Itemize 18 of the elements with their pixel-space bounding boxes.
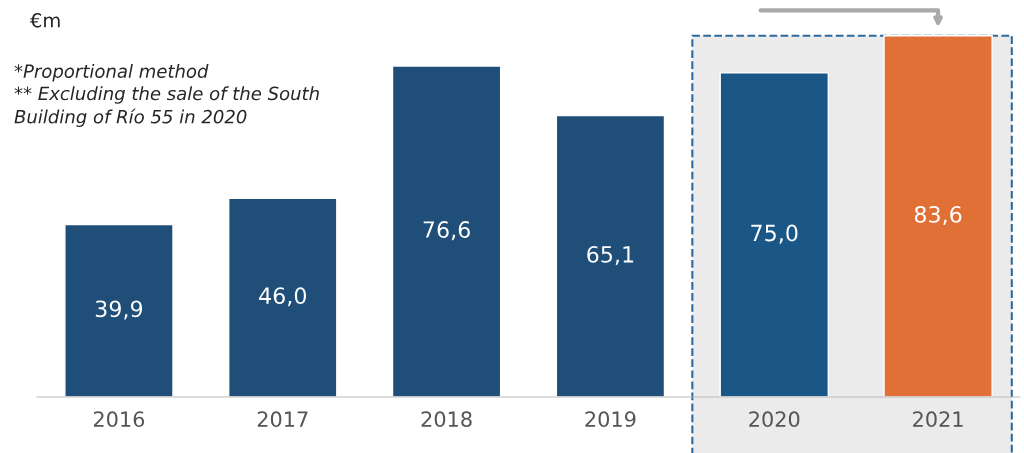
- bar: [64, 223, 174, 397]
- data-label: 76,6: [423, 221, 470, 241]
- x-tick-label: 2018: [421, 411, 472, 428]
- x-tick-label: 2020: [749, 411, 800, 428]
- x-tick-label: 2017: [257, 411, 308, 428]
- bar: [227, 197, 338, 397]
- text: €m: [30, 12, 60, 28]
- x-tick-label: 2019: [585, 411, 636, 428]
- bar: [391, 65, 502, 397]
- x-tick-label: 2016: [93, 411, 145, 428]
- data-label: 39,9: [95, 300, 143, 320]
- data-label: 75,0: [751, 224, 798, 244]
- data-label: 65,1: [587, 245, 634, 266]
- annotation: *Proportional method ** Excluding the sale of the South Building of Río 55 in 2020: [14, 64, 319, 127]
- data-label: 46,0: [259, 287, 307, 307]
- x-tick-label: 2021: [913, 411, 963, 428]
- bar: [555, 114, 666, 397]
- data-label: 83,6: [914, 205, 962, 226]
